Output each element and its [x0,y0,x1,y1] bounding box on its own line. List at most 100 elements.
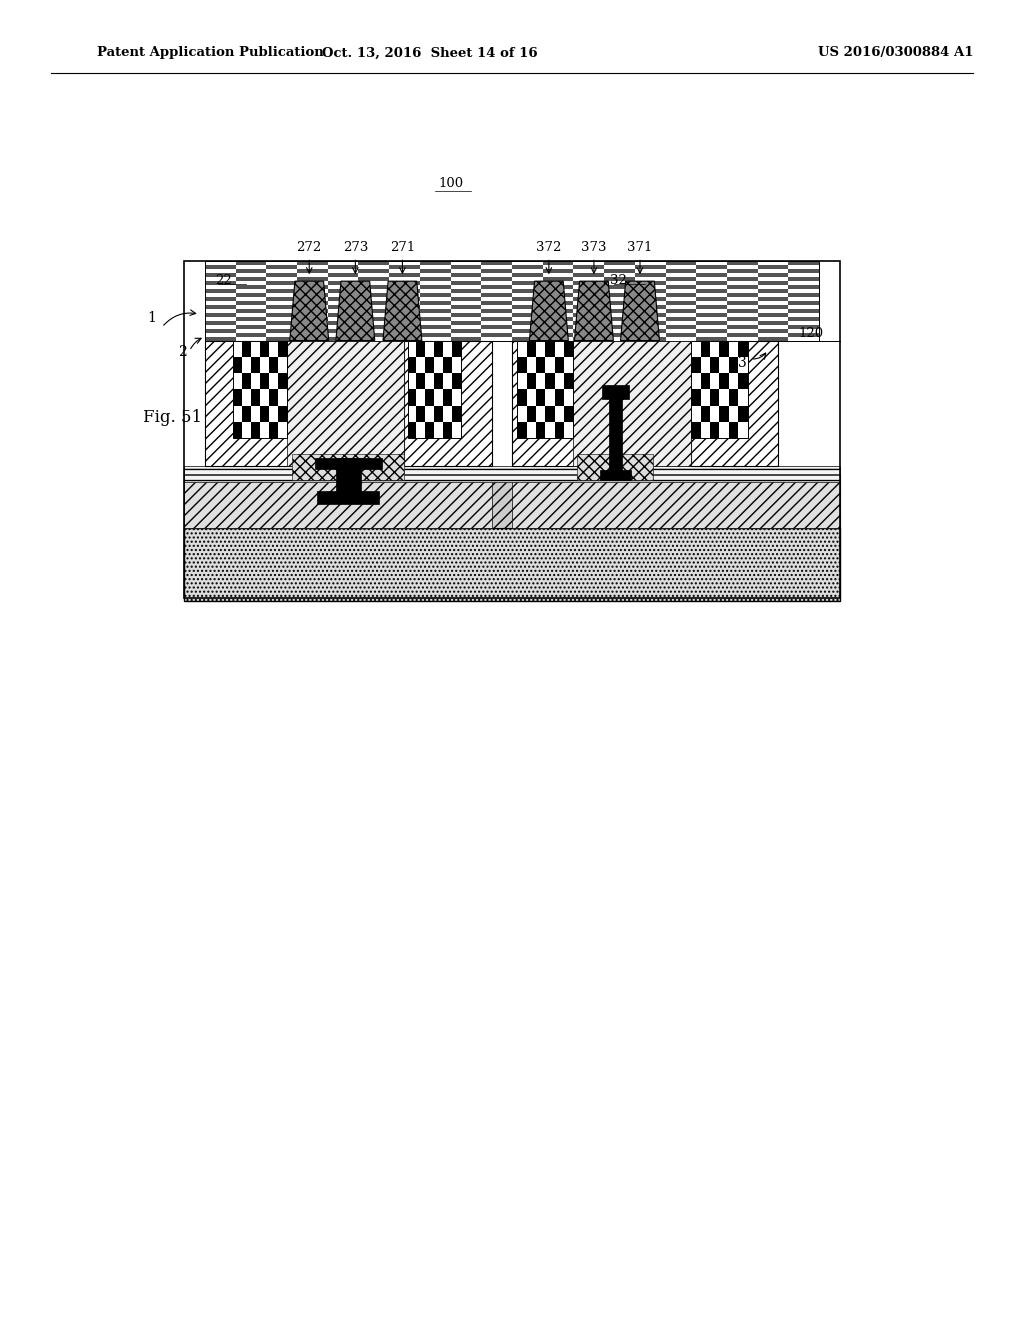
Bar [266,261,297,265]
Bar [481,309,512,313]
Bar [526,405,536,422]
Bar [358,309,389,313]
Bar [420,309,451,313]
Bar [545,389,555,405]
Bar [573,309,604,313]
Bar [738,356,748,374]
Bar [727,337,758,341]
Bar [297,321,328,325]
Bar [788,269,819,273]
Bar [573,313,604,317]
Bar [512,285,543,289]
Bar [297,317,328,321]
Bar [729,422,738,438]
Bar [425,374,434,389]
Bar [269,341,278,356]
Bar [635,325,666,329]
Bar [788,305,819,309]
Bar [443,356,452,374]
Bar [184,475,492,528]
Bar [555,422,564,438]
Bar [205,269,236,273]
Bar [297,265,328,269]
Bar [358,317,389,321]
Bar [543,293,573,297]
Bar [389,273,420,277]
Bar [604,285,635,289]
Bar [328,313,358,317]
Bar [233,374,243,389]
Bar [727,333,758,337]
Bar [451,329,481,333]
Bar [251,374,260,389]
Bar [512,301,543,305]
Bar [451,265,481,269]
Bar [266,265,297,269]
Bar [526,356,536,374]
Bar [696,333,727,337]
Bar [729,374,738,389]
Bar [696,293,727,297]
Bar [719,405,729,422]
Bar [358,265,389,269]
Bar [727,309,758,313]
Bar [317,491,379,504]
Bar [666,277,696,281]
Bar [710,405,719,422]
Text: 272: 272 [297,240,322,253]
Bar [205,337,236,341]
Text: Fig. 51: Fig. 51 [143,409,203,426]
Bar [269,389,278,405]
Bar [389,269,420,273]
Bar [278,341,287,356]
Bar [543,273,573,277]
Bar [389,329,420,333]
Bar [512,281,543,285]
Bar [481,261,512,265]
Bar [543,305,573,309]
Bar [700,356,710,374]
Bar [564,389,573,405]
Bar [543,337,573,341]
Text: Patent Application Publication: Patent Application Publication [97,46,324,59]
Bar [604,265,635,269]
Bar [417,374,425,389]
Bar [236,317,266,321]
Bar [389,325,420,329]
Bar [243,341,251,356]
Bar [788,313,819,317]
Bar [297,329,328,333]
Bar [205,293,236,297]
Bar [635,309,666,313]
Bar [420,333,451,337]
Bar [555,405,564,422]
Bar [389,309,420,313]
Bar [555,341,564,356]
Bar [236,293,266,297]
Bar [635,269,666,273]
Bar [389,333,420,337]
Bar [451,293,481,297]
Bar [389,297,420,301]
Bar [758,309,788,313]
Bar [573,289,604,293]
Bar [573,329,604,333]
Bar [604,293,635,297]
Text: US 2016/0300884 A1: US 2016/0300884 A1 [818,46,974,59]
Bar [573,265,604,269]
Bar [536,374,545,389]
Bar [408,356,417,374]
Bar [700,374,710,389]
Bar [205,305,236,309]
Polygon shape [383,281,422,341]
Bar [236,321,266,325]
Bar [517,356,526,374]
Bar [389,321,420,325]
Bar [666,301,696,305]
Bar [269,422,278,438]
Bar [328,321,358,325]
Polygon shape [621,281,659,341]
Bar [545,356,555,374]
Bar [236,277,266,281]
Bar [564,422,573,438]
